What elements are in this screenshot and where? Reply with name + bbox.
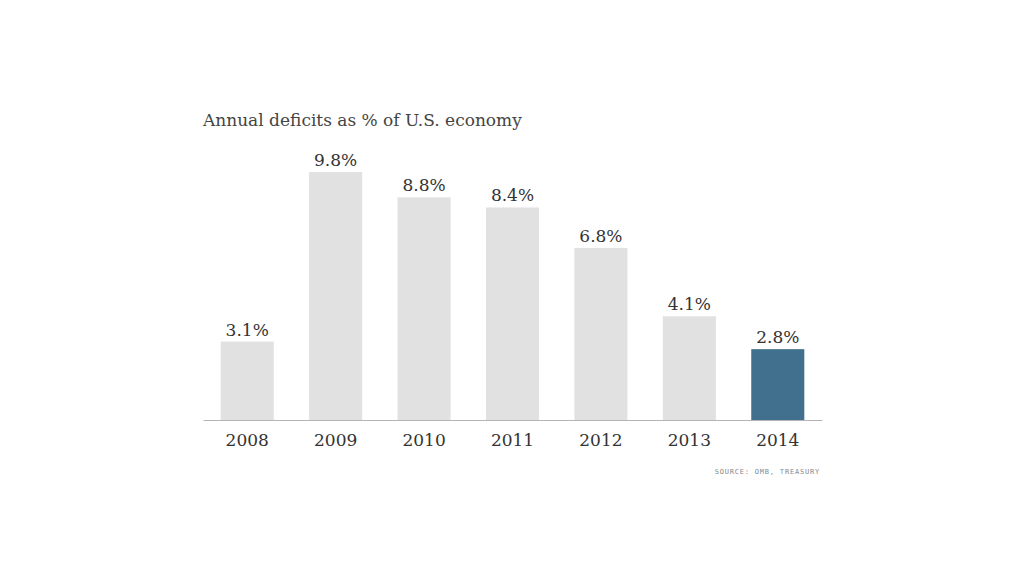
x-tick-label: 2008 (226, 430, 269, 450)
data-label: 8.8% (402, 175, 445, 195)
data-label: 3.1% (226, 320, 269, 340)
data-label: 6.8% (579, 226, 622, 246)
x-tick-label: 2014 (756, 430, 799, 450)
bar (663, 316, 716, 420)
data-label: 4.1% (668, 294, 711, 314)
x-tick-label: 2009 (314, 430, 357, 450)
x-tick: 2008 (226, 420, 269, 450)
x-tick-label: 2013 (668, 430, 711, 450)
data-label: 2.8% (756, 327, 799, 347)
x-tick: 2009 (314, 420, 357, 450)
data-label: 8.4% (491, 185, 534, 205)
data-labels: 3.1% 9.8% 8.8% 8.4% 6.8% 4.1% 2.8% (226, 150, 800, 347)
x-axis-line (204, 420, 823, 421)
x-tick: 2012 (579, 420, 622, 450)
bar (309, 172, 362, 420)
x-tick-label: 2012 (579, 430, 622, 450)
bar (398, 197, 451, 420)
chart: Annual deficits as % of U.S. economy 2008… (0, 0, 1024, 576)
x-tick: 2010 (402, 420, 445, 450)
x-tick-label: 2010 (402, 430, 445, 450)
bar (486, 207, 539, 420)
bars (221, 172, 805, 420)
x-axis: 2008 2009 2010 2011 2012 2013 2014 (204, 420, 823, 450)
x-tick-label: 2011 (491, 430, 534, 450)
bar (574, 248, 627, 420)
x-tick: 2013 (668, 420, 711, 450)
x-tick: 2011 (491, 420, 534, 450)
title: Annual deficits as % of U.S. economy (202, 110, 522, 130)
bar (751, 349, 804, 420)
source: SOURCE: OMB, TREASURY (715, 468, 820, 476)
data-label: 9.8% (314, 150, 357, 170)
bar (221, 342, 274, 420)
x-tick: 2014 (756, 420, 799, 450)
